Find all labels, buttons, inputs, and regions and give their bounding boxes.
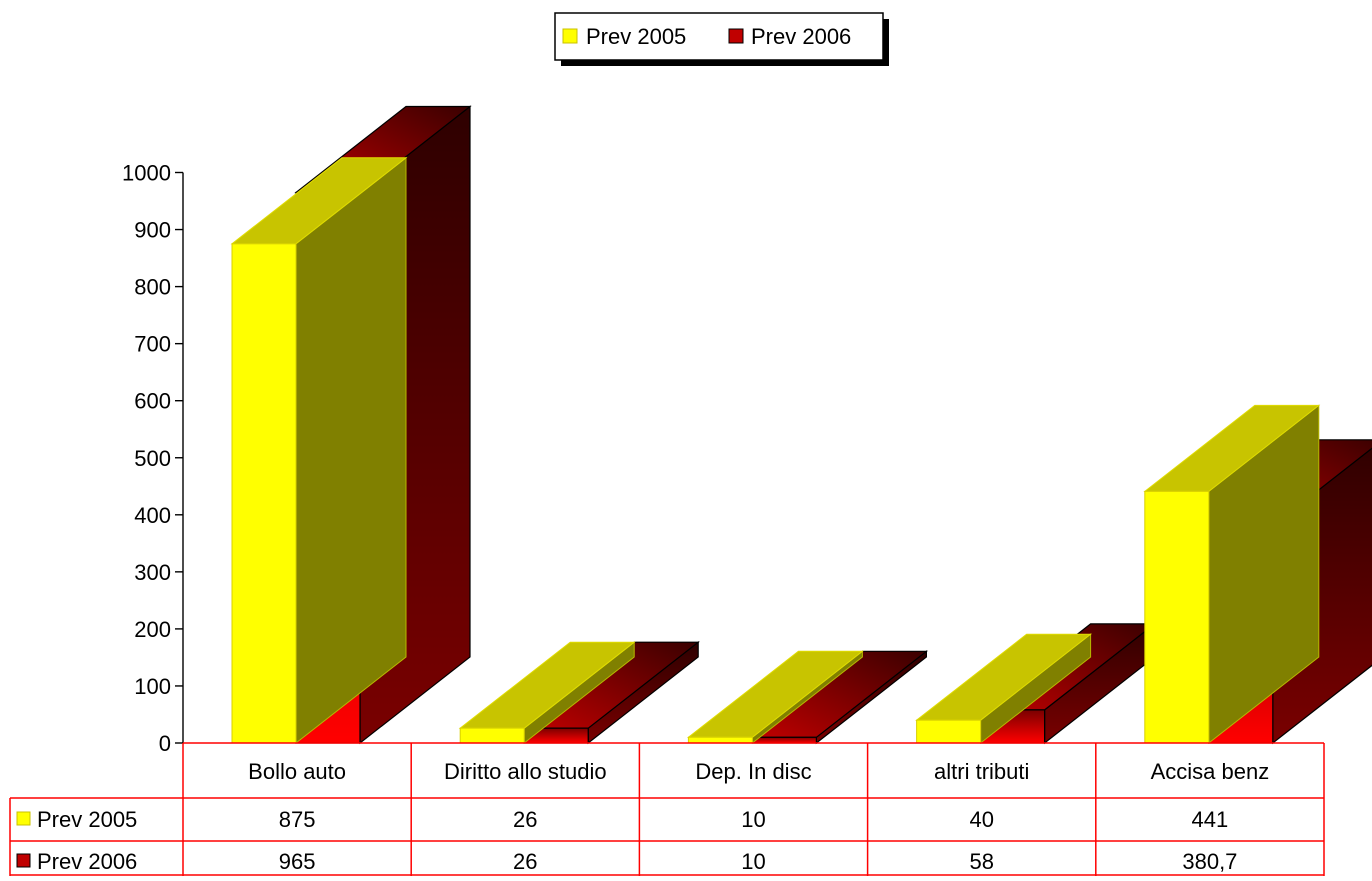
- table-value: 26: [513, 807, 537, 832]
- table-series-swatch: [16, 811, 31, 826]
- bar-front-face: [687, 736, 753, 744]
- table-value: 26: [513, 849, 537, 874]
- category-label: Bollo auto: [248, 759, 346, 784]
- legend-swatch: [728, 28, 744, 44]
- bar-prev-2005: [1143, 404, 1321, 745]
- table-value: 40: [969, 807, 993, 832]
- bar-front-face: [459, 727, 525, 744]
- table-value: 875: [279, 807, 316, 832]
- data-table: Bollo auto Diritto allo studio Dep. In dis…: [9, 742, 1325, 876]
- legend-swatch: [562, 28, 578, 44]
- bar-front-face: [1144, 490, 1210, 744]
- bar-front-face: [231, 243, 297, 744]
- bars-layer: [230, 105, 1372, 745]
- y-tick-label: 500: [134, 446, 171, 471]
- y-tick-label: 0: [159, 731, 171, 756]
- table-value: 380,7: [1182, 849, 1237, 874]
- category-label: Accisa benz: [1151, 759, 1270, 784]
- bar-prev-2005: [230, 156, 408, 745]
- bar-front-face: [916, 719, 982, 744]
- y-tick-label: 200: [134, 617, 171, 642]
- table-series-name: Prev 2005: [37, 807, 137, 832]
- legend-label: Prev 2005: [586, 24, 686, 49]
- bar-prev-2006: [750, 650, 929, 745]
- category-label: altri tributi: [934, 759, 1029, 784]
- y-tick-label: 900: [134, 218, 171, 243]
- table-series-swatch: [16, 853, 31, 868]
- table-value: 10: [741, 807, 765, 832]
- y-tick-label: 700: [134, 332, 171, 357]
- bar-front-face: [751, 736, 818, 744]
- table-value: 10: [741, 849, 765, 874]
- y-tick-label: 100: [134, 674, 171, 699]
- y-tick-label: 300: [134, 560, 171, 585]
- y-axis: 0 100 200 300 400 500 600 700 800 900 1000: [122, 161, 184, 756]
- bar-prev-2005: [458, 641, 636, 745]
- table-value: 58: [969, 849, 993, 874]
- legend-box: [554, 12, 884, 61]
- table-series-name: Prev 2006: [37, 849, 137, 874]
- legend-label: Prev 2006: [751, 24, 851, 49]
- table-value: 965: [279, 849, 316, 874]
- y-tick-label: 800: [134, 275, 171, 300]
- bar-prev-2005: [915, 633, 1093, 745]
- y-tick-label: 400: [134, 503, 171, 528]
- y-tick-label: 1000: [122, 161, 171, 186]
- legend: Prev 2005 Prev 2006: [554, 12, 889, 66]
- category-label: Diritto allo studio: [444, 759, 607, 784]
- category-label: Dep. In disc: [695, 759, 811, 784]
- bar-side-face: [295, 156, 407, 745]
- y-tick-label: 600: [134, 389, 171, 414]
- bar-prev-2005: [686, 650, 864, 745]
- table-value: 441: [1192, 807, 1229, 832]
